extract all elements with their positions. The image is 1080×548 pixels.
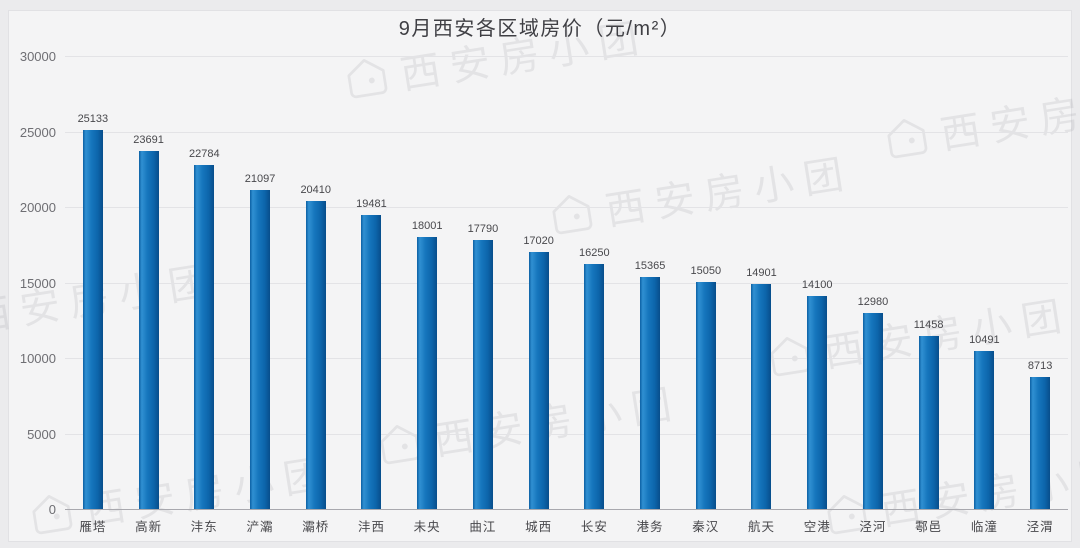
- bar-slot: 17020: [511, 57, 567, 510]
- bar-slot: 10491: [957, 57, 1013, 510]
- x-axis: 雁塔 高新 沣东 浐灞 灞桥 沣西 未央 曲江 城西 长安 港务 秦汉 航天 空港 泾河 鄠邑 临潼 泾渭: [65, 516, 1068, 535]
- plot-area: 25133 23691 22784 21097 20410 19481 18001 17790…: [65, 56, 1068, 510]
- bar-value-label: 14901: [746, 267, 777, 279]
- bar: [974, 350, 995, 509]
- bar: [250, 190, 271, 509]
- bar-slot: 11458: [901, 57, 957, 510]
- y-axis-tick-label: 10000: [19, 351, 56, 366]
- y-axis-tick-label: 0: [48, 502, 56, 517]
- x-axis-label: 鄠邑: [915, 520, 943, 534]
- x-axis-label: 城西: [525, 520, 553, 534]
- bar-slot: 16250: [566, 57, 622, 510]
- bar-value-label: 21097: [244, 173, 276, 186]
- x-axis-label: 空港: [803, 520, 831, 534]
- bar: [584, 263, 605, 509]
- bar: [695, 281, 716, 509]
- x-axis-label: 浐灞: [246, 520, 274, 534]
- bar-slot: 22784: [176, 57, 232, 510]
- y-axis-tick-label: 5000: [27, 426, 56, 442]
- bar: [417, 237, 438, 509]
- bar-value-label: 12980: [857, 296, 889, 309]
- bar-slot: 14100: [789, 57, 845, 510]
- bar-value-label: 8713: [1027, 360, 1053, 373]
- bar-value-label: 23691: [133, 134, 164, 147]
- bar-slot: 8713: [1012, 57, 1068, 510]
- bar-slot: 19481: [344, 57, 400, 510]
- bar-value-label: 15365: [634, 260, 666, 272]
- bar-value-label: 22784: [189, 147, 220, 160]
- bar-slot: 21097: [232, 57, 288, 510]
- gridlines: [65, 56, 1068, 510]
- bar: [1030, 377, 1051, 509]
- bar: [82, 129, 103, 509]
- bar-value-label: 20410: [300, 183, 332, 196]
- gridline: [65, 358, 1068, 359]
- bar: [472, 240, 493, 509]
- bar-value-label: 16250: [579, 246, 610, 259]
- bar-value-label: 17790: [467, 223, 499, 236]
- x-axis-label: 灞桥: [302, 520, 330, 534]
- bars-container: 25133 23691 22784 21097 20410 19481 18001 17790…: [65, 57, 1068, 510]
- y-axis-tick-label: 30000: [19, 49, 56, 64]
- bar-slot: 12980: [845, 57, 901, 510]
- x-axis-label: 秦汉: [692, 520, 720, 534]
- x-axis-label: 长安: [580, 520, 608, 534]
- y-axis: 0 5000 10000 15000 20000 25000 30000: [0, 50, 56, 517]
- x-axis-label: 沣西: [357, 520, 385, 534]
- bar-value-label: 15050: [690, 264, 722, 277]
- x-axis-label: 航天: [747, 520, 775, 534]
- bar: [751, 284, 772, 509]
- bar: [640, 277, 661, 509]
- x-axis-label: 未央: [413, 520, 441, 534]
- bar: [918, 335, 939, 509]
- zero-axis-line: [65, 509, 1068, 510]
- bar-slot: 15365: [622, 57, 678, 510]
- bar: [194, 164, 215, 509]
- bar: [361, 214, 382, 509]
- bar: [138, 151, 159, 509]
- bar-slot: 25133: [65, 57, 121, 510]
- x-axis-label: 雁塔: [79, 520, 107, 534]
- bar-slot: 17790: [455, 57, 511, 510]
- gridline: [65, 433, 1068, 435]
- bar-slot: 18001: [399, 57, 455, 510]
- x-axis-label: 高新: [135, 520, 163, 534]
- bar-value-label: 10491: [969, 333, 1000, 346]
- gridline: [65, 282, 1068, 284]
- bar-slot: 15050: [678, 57, 734, 510]
- x-axis-label: 沣东: [190, 520, 218, 534]
- x-axis-label: 港务: [636, 520, 664, 534]
- chart-title: 9月西安各区域房价（元/m²）: [398, 18, 682, 40]
- bar-slot: 14901: [734, 57, 790, 510]
- bar: [862, 313, 883, 509]
- bar: [807, 296, 828, 509]
- gridline: [65, 207, 1068, 208]
- y-axis-tick-label: 20000: [19, 200, 56, 215]
- x-axis-label: 泾河: [859, 520, 887, 534]
- bar-slot: 20410: [288, 57, 344, 510]
- x-axis-label: 曲江: [469, 520, 497, 534]
- x-axis-label: 临潼: [970, 520, 998, 534]
- gridline: [65, 56, 1068, 57]
- bar-value-label: 18001: [411, 220, 443, 233]
- bar-slot: 23691: [121, 57, 177, 510]
- bar: [528, 252, 549, 509]
- y-axis-tick-label: 25000: [19, 124, 56, 140]
- bar-value-label: 17020: [523, 235, 554, 247]
- y-axis-tick-label: 15000: [19, 275, 56, 291]
- bar-value-label: 14100: [801, 279, 833, 292]
- bar: [305, 200, 326, 509]
- bar-value-label: 25133: [77, 112, 109, 125]
- bar-value-label: 11458: [913, 318, 944, 331]
- gridline: [65, 131, 1068, 133]
- bar-value-label: 19481: [356, 197, 387, 210]
- x-axis-label: 泾渭: [1026, 520, 1054, 534]
